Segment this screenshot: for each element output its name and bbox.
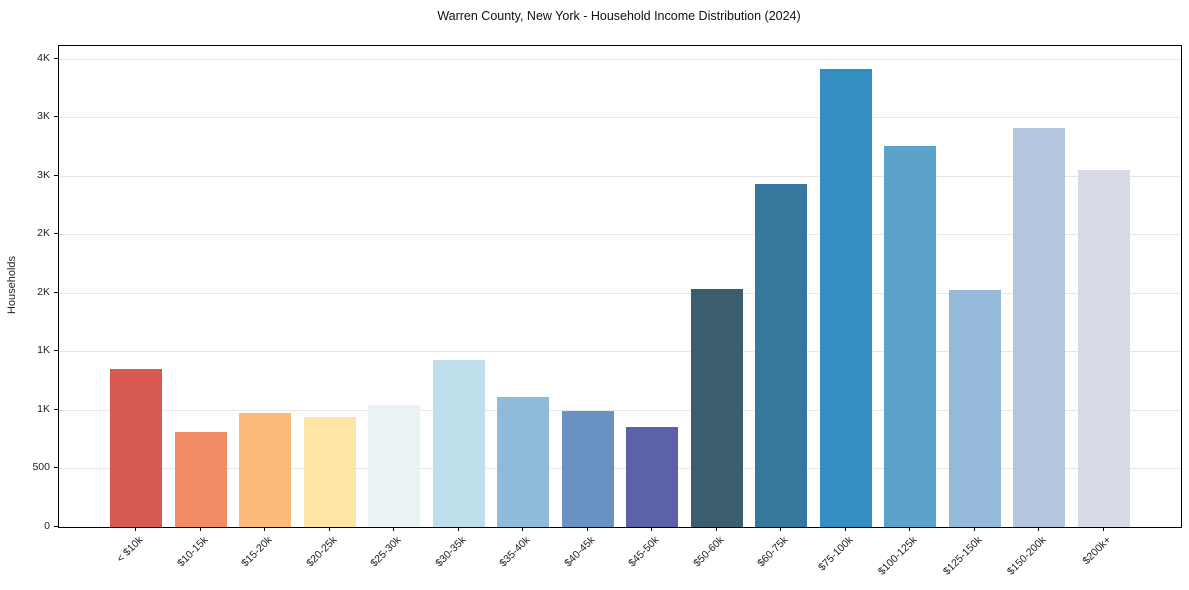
plot-area bbox=[58, 45, 1182, 528]
x-tick-mark bbox=[909, 527, 910, 531]
bar-11 bbox=[755, 183, 807, 527]
y-tick-mark bbox=[54, 525, 58, 527]
y-tick-label: 0 bbox=[44, 519, 50, 532]
bar-15 bbox=[1013, 128, 1065, 527]
bar-10 bbox=[690, 288, 743, 527]
x-tick-mark bbox=[522, 527, 523, 531]
bar-9 bbox=[626, 427, 678, 527]
bar-1 bbox=[110, 368, 162, 527]
x-tick-mark bbox=[973, 527, 975, 531]
x-tick-mark bbox=[328, 527, 330, 531]
gridline bbox=[59, 175, 1181, 177]
y-tick-mark bbox=[54, 291, 58, 293]
x-tick-mark bbox=[1102, 527, 1104, 531]
y-tick-label: 1K bbox=[37, 402, 50, 415]
y-tick-mark bbox=[54, 408, 58, 410]
y-tick-mark bbox=[54, 116, 58, 118]
gridline bbox=[59, 234, 1181, 236]
x-tick-mark bbox=[135, 527, 136, 531]
gridline bbox=[59, 58, 1181, 60]
bar-12 bbox=[819, 69, 872, 527]
y-tick-label: 2K bbox=[37, 227, 50, 240]
x-tick-mark bbox=[780, 527, 781, 531]
x-tick-mark bbox=[264, 527, 265, 531]
y-tick-label: 1K bbox=[37, 344, 50, 357]
y-tick-label: 4K bbox=[37, 51, 50, 64]
y-tick-mark bbox=[54, 350, 58, 352]
x-tick-mark bbox=[393, 527, 394, 531]
bar-16 bbox=[1077, 169, 1130, 527]
bar-6 bbox=[432, 359, 485, 527]
y-tick-mark bbox=[54, 233, 58, 235]
y-tick-mark bbox=[54, 174, 58, 176]
bar-2 bbox=[174, 432, 227, 527]
bar-3 bbox=[239, 413, 291, 527]
bar-13 bbox=[884, 145, 936, 527]
bar-14 bbox=[948, 289, 1001, 527]
x-tick-mark bbox=[199, 527, 201, 531]
x-tick-mark bbox=[651, 527, 652, 531]
x-tick-mark bbox=[715, 527, 717, 531]
bar-7 bbox=[497, 397, 549, 527]
bar-4 bbox=[303, 416, 356, 527]
x-tick-label: < $10k bbox=[114, 534, 146, 565]
x-tick-mark bbox=[586, 527, 588, 531]
gridline bbox=[59, 409, 1181, 411]
y-axis-label: Households bbox=[6, 255, 18, 315]
bar-8 bbox=[561, 411, 614, 527]
y-tick-label: 2K bbox=[37, 285, 50, 298]
gridline bbox=[59, 117, 1181, 119]
bar-5 bbox=[368, 405, 420, 527]
x-tick-mark bbox=[1038, 527, 1039, 531]
x-tick-mark bbox=[457, 527, 459, 531]
chart-title: Warren County, New York - Household Inco… bbox=[437, 9, 801, 23]
gridline bbox=[59, 351, 1181, 353]
y-tick-label: 3K bbox=[37, 110, 50, 123]
y-tick-label: 3K bbox=[37, 168, 50, 181]
gridline bbox=[59, 292, 1181, 294]
y-tick-mark bbox=[54, 467, 58, 469]
x-tick-mark bbox=[844, 527, 846, 531]
gridline bbox=[59, 468, 1181, 470]
y-tick-label: 500 bbox=[32, 461, 50, 474]
y-tick-mark bbox=[54, 57, 58, 59]
